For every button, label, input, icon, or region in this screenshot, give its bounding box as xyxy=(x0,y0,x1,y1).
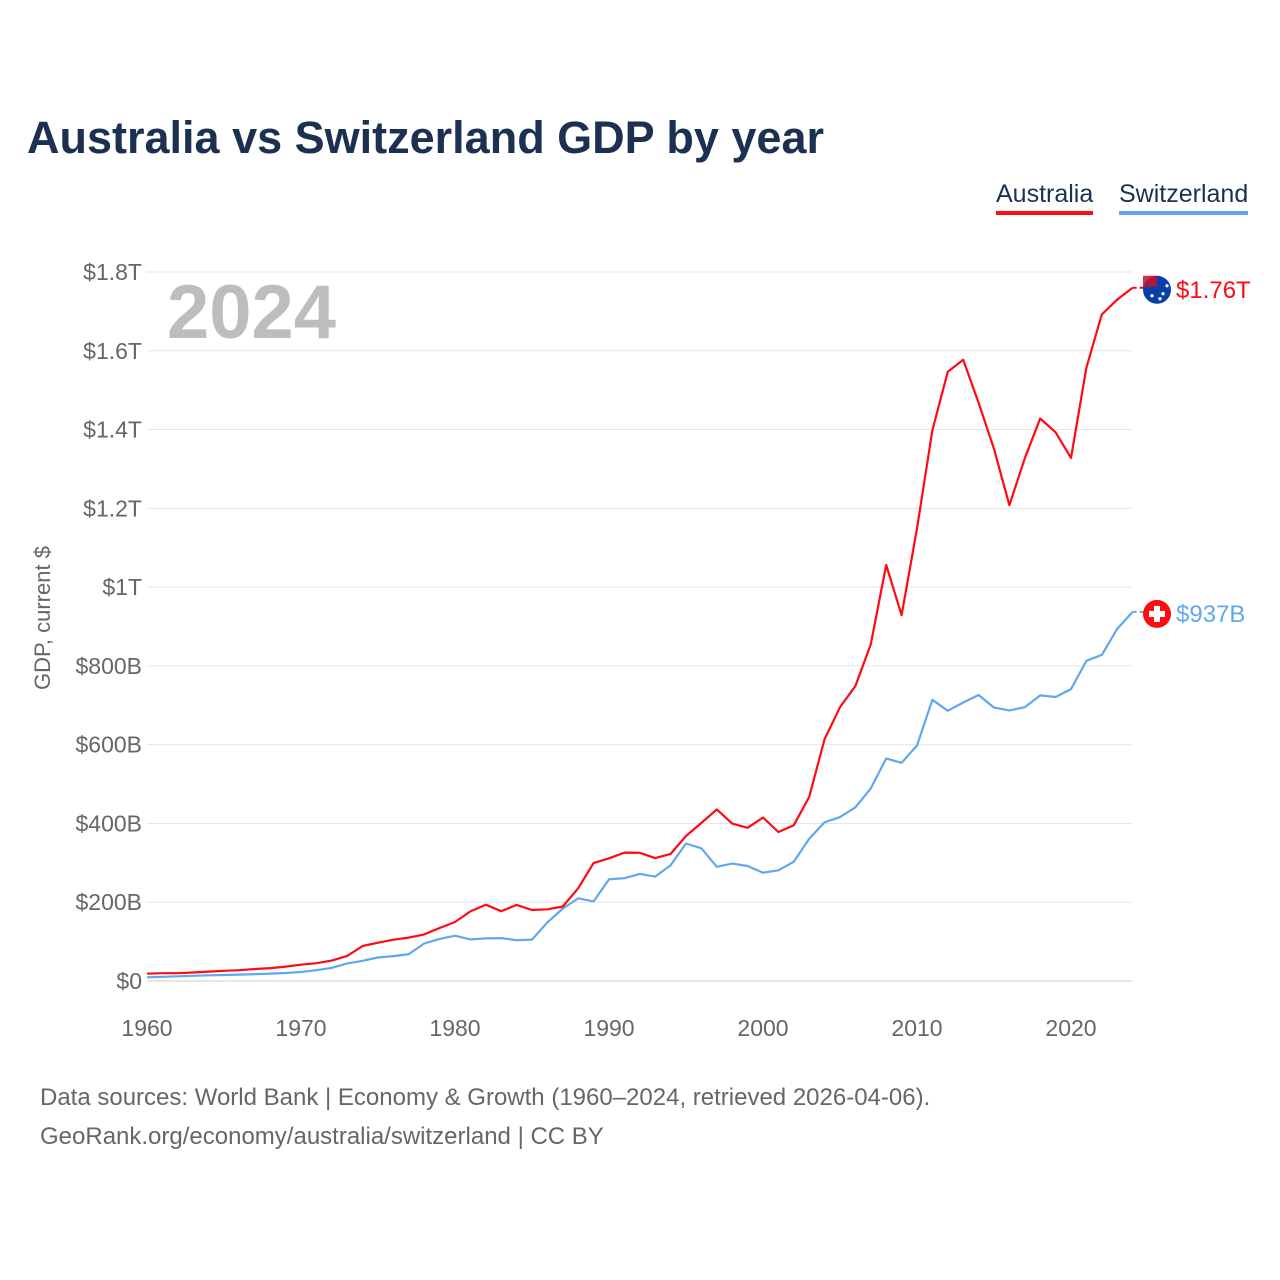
series-line-australia xyxy=(146,286,1134,975)
y-tick-label: $600B xyxy=(75,732,142,758)
x-tick-label: 1960 xyxy=(121,1015,172,1041)
x-tick-label: 2010 xyxy=(891,1015,942,1041)
y-tick-label: $0 xyxy=(116,968,142,994)
end-value-label-australia: $1.76T xyxy=(1176,277,1251,304)
x-tick-label: 1980 xyxy=(429,1015,480,1041)
x-tick-label: 2020 xyxy=(1045,1015,1096,1041)
y-tick-label: $800B xyxy=(75,653,142,679)
y-tick-label: $400B xyxy=(75,810,142,836)
y-tick-label: $1.8T xyxy=(83,259,142,285)
legend-switzerland[interactable]: Switzerland xyxy=(1119,180,1249,215)
australia-flag-union xyxy=(1143,275,1157,287)
x-tick-label: 1990 xyxy=(583,1015,634,1041)
chart-title: Australia vs Switzerland GDP by year xyxy=(27,112,824,163)
flag-cross xyxy=(1149,610,1165,617)
y-axis-label: GDP, current $ xyxy=(30,546,55,690)
x-tick-label: 1970 xyxy=(275,1015,326,1041)
year-label: 2024 xyxy=(167,270,336,355)
y-tick-label: $1.6T xyxy=(83,338,142,364)
y-tick-label: $1.2T xyxy=(83,495,142,521)
legend-australia[interactable]: Australia xyxy=(996,180,1094,215)
flag-star xyxy=(1165,284,1169,288)
y-tick-label: $1.4T xyxy=(83,417,142,443)
y-tick-label: $200B xyxy=(75,889,142,915)
footer-sources: Data sources: World Bank | Economy & Gro… xyxy=(40,1084,931,1111)
footer-attribution: GeoRank.org/economy/australia/switzerlan… xyxy=(40,1123,604,1150)
x-tick-label: 2000 xyxy=(737,1015,788,1041)
end-value-label-switzerland: $937B xyxy=(1176,601,1245,628)
flag-star xyxy=(1161,292,1165,296)
series-line-switzerland xyxy=(146,611,1134,979)
flag-star xyxy=(1150,294,1154,298)
y-tick-label: $1T xyxy=(102,574,142,600)
flag-star xyxy=(1158,297,1162,301)
